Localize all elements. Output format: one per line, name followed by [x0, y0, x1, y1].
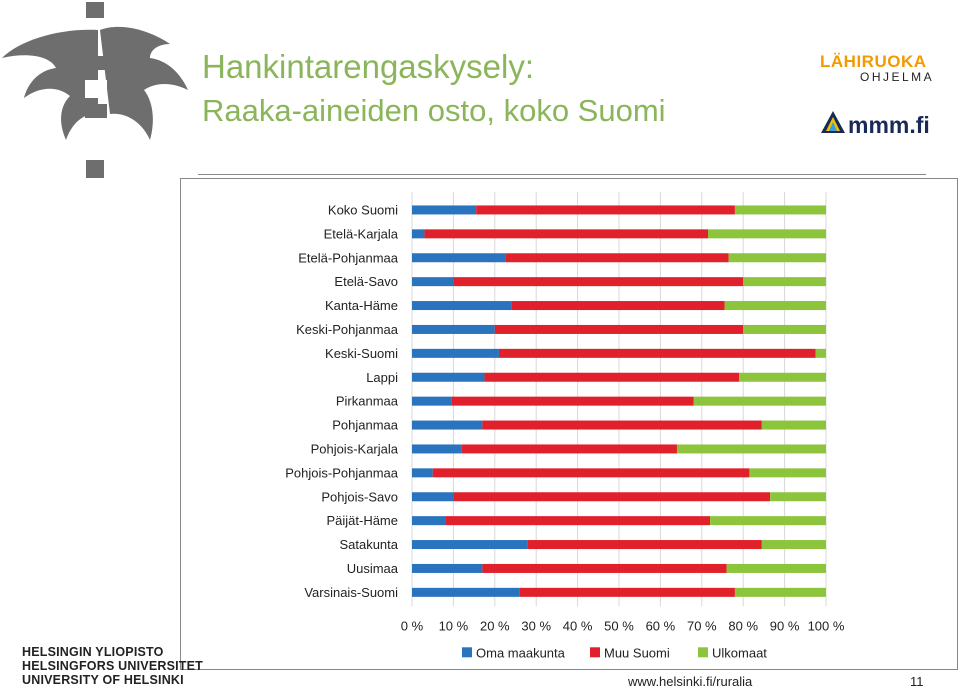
category-label: Koko Suomi: [328, 202, 398, 217]
category-label: Uusimaa: [347, 561, 399, 576]
bar-segment: [519, 587, 735, 597]
x-tick-label: 70 %: [687, 618, 717, 633]
x-tick-label: 80 %: [728, 618, 758, 633]
category-label: Kanta-Häme: [325, 298, 398, 313]
bar-segment: [770, 492, 826, 502]
legend-swatch: [698, 647, 708, 658]
bar-segment: [728, 253, 826, 263]
bar-segment: [453, 492, 771, 502]
bar-segment: [505, 253, 729, 263]
footer-url[interactable]: www.helsinki.fi/ruralia: [628, 674, 753, 689]
bar-segment: [412, 396, 452, 406]
bar-segment: [676, 444, 826, 454]
mmm-triangle-icon: [821, 111, 845, 133]
bar-segment: [412, 468, 433, 478]
bar-segment: [739, 372, 826, 382]
bar-segment: [484, 372, 740, 382]
x-tick-label: 0 %: [401, 618, 424, 633]
legend-swatch: [462, 647, 472, 658]
bar-segment: [511, 301, 725, 311]
category-label: Lappi: [366, 370, 398, 385]
x-tick-label: 60 %: [646, 618, 676, 633]
bar-segment: [453, 277, 744, 287]
bar-segment: [527, 540, 762, 550]
bar-segment: [424, 229, 709, 239]
bar-segment: [749, 468, 826, 478]
category-label: Varsinais-Suomi: [304, 585, 398, 600]
title-divider: [198, 174, 926, 175]
category-label: Keski-Suomi: [325, 346, 398, 361]
bar-segment: [815, 348, 826, 358]
category-label: Satakunta: [339, 537, 398, 552]
legend-label: Ulkomaat: [712, 645, 767, 660]
bar-segment: [724, 301, 826, 311]
bar-segment: [412, 420, 483, 430]
bar-segment: [412, 324, 495, 334]
x-tick-label: 30 %: [521, 618, 551, 633]
bar-segment: [412, 277, 454, 287]
bar-segment: [412, 444, 462, 454]
legend-label: Oma maakunta: [476, 645, 566, 660]
bar-segment: [743, 277, 826, 287]
category-label: Pohjois-Karjala: [311, 441, 399, 456]
bar-segment: [412, 301, 512, 311]
bar-segment: [743, 324, 826, 334]
bar-segment: [412, 348, 499, 358]
bar-segment: [412, 516, 446, 526]
bar-segment: [412, 587, 520, 597]
bar-segment: [412, 253, 506, 263]
university-name-fi: HELSINGIN YLIOPISTO: [22, 645, 164, 659]
legend-swatch: [590, 647, 600, 658]
bar-segment: [412, 563, 483, 573]
bar-segment: [482, 563, 727, 573]
legend-label: Muu Suomi: [604, 645, 670, 660]
bar-segment: [412, 229, 425, 239]
helsinki-flame-logo-icon: [2, 2, 188, 178]
university-name-sv: HELSINGFORS UNIVERSITET: [22, 659, 204, 673]
page-title: Hankintarengaskysely:: [202, 48, 534, 85]
category-label: Pohjois-Pohjanmaa: [285, 465, 399, 480]
category-label: Pohjanmaa: [332, 418, 399, 433]
bar-segment: [432, 468, 750, 478]
category-label: Etelä-Savo: [334, 274, 398, 289]
bar-segment: [412, 205, 477, 215]
bar-segment: [412, 372, 485, 382]
category-label: Etelä-Pohjanmaa: [298, 250, 398, 265]
bar-segment: [482, 420, 762, 430]
x-tick-label: 40 %: [563, 618, 593, 633]
lahiruoka-logo-text: LÄHIRUOKA: [820, 52, 927, 71]
bar-segment: [445, 516, 711, 526]
x-tick-label: 20 %: [480, 618, 510, 633]
lahiruoka-logo-subtext: OHJELMA: [860, 70, 935, 84]
bar-segment: [734, 587, 826, 597]
bar-segment: [498, 348, 816, 358]
category-label: Keski-Pohjanmaa: [296, 322, 399, 337]
x-tick-label: 10 %: [439, 618, 469, 633]
page-subtitle: Raaka-aineiden osto, koko Suomi: [202, 93, 666, 128]
page-number: 11: [910, 674, 924, 689]
bar-segment: [494, 324, 744, 334]
bar-segment: [693, 396, 826, 406]
x-tick-label: 100 %: [808, 618, 845, 633]
stacked-bar-chart: 0 % 10 % 20 % 30 % 40 % 50 % 60 % 70 % 80 % 90 % 1…: [285, 192, 845, 660]
bar-segment: [451, 396, 694, 406]
x-tick-label: 50 %: [604, 618, 634, 633]
bar-segment: [461, 444, 677, 454]
category-label: Pirkanmaa: [336, 394, 399, 409]
bar-segment: [708, 229, 826, 239]
bar-segment: [761, 540, 826, 550]
mmm-logo-text: mmm.fi: [848, 112, 930, 138]
university-name-en: UNIVERSITY OF HELSINKI: [22, 673, 184, 687]
bar-segment: [761, 420, 826, 430]
x-tick-label: 90 %: [770, 618, 800, 633]
category-label: Päijät-Häme: [326, 513, 398, 528]
bar-segment: [412, 492, 454, 502]
category-label: Pohjois-Savo: [321, 489, 398, 504]
bar-segment: [476, 205, 735, 215]
bar-segment: [726, 563, 826, 573]
category-label: Etelä-Karjala: [324, 226, 399, 241]
bar-segment: [710, 516, 826, 526]
bar-segment: [412, 540, 528, 550]
bar-segment: [734, 205, 826, 215]
